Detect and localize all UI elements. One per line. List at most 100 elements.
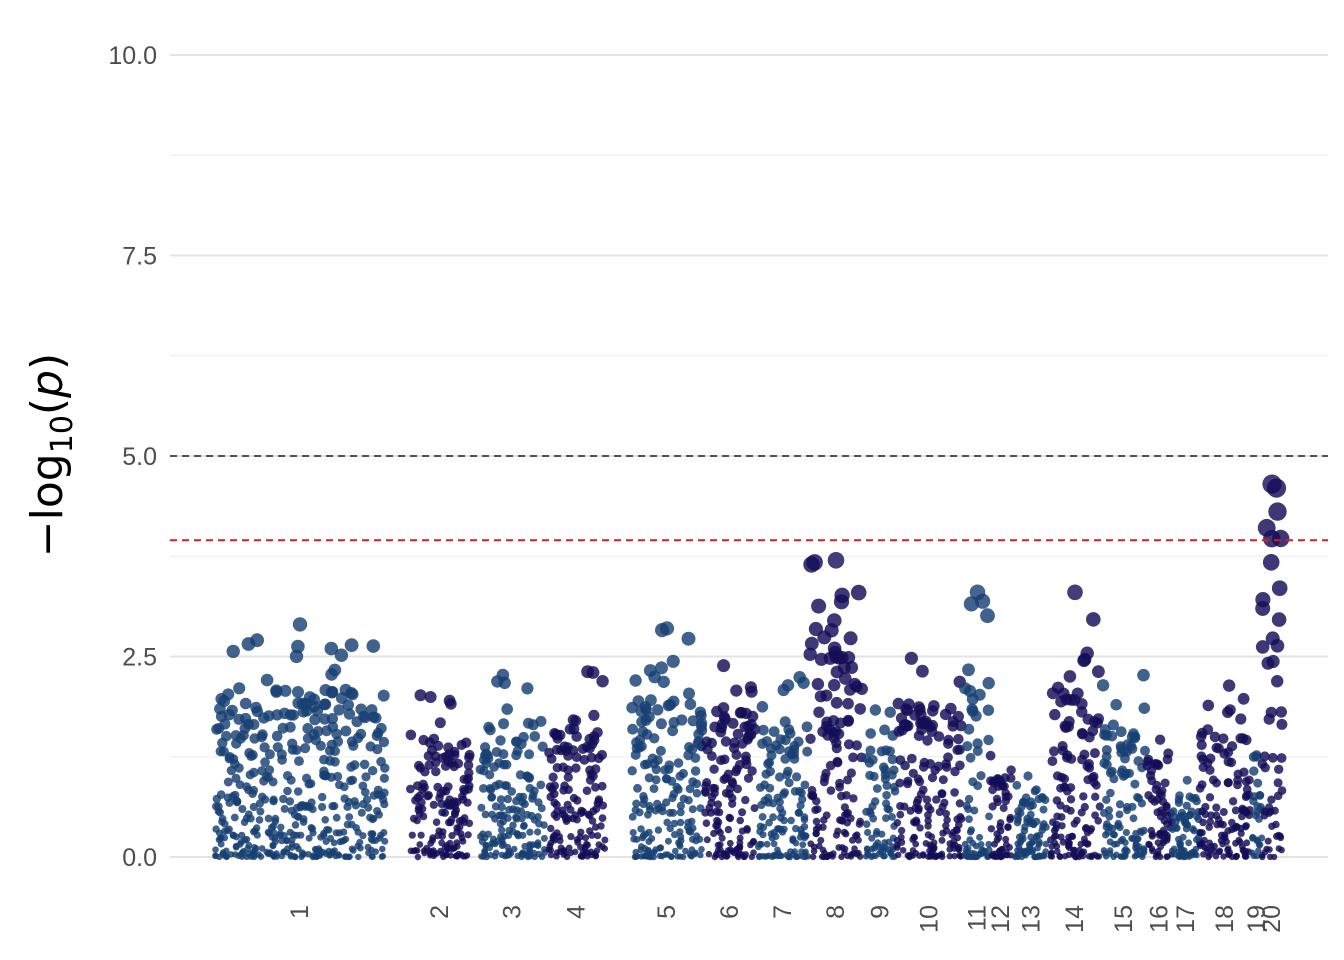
snp-point [333, 771, 343, 782]
snp-point [655, 718, 667, 730]
snp-point [496, 795, 506, 804]
snp-point [1262, 554, 1280, 571]
snp-point [289, 649, 304, 664]
snp-point [550, 789, 559, 799]
snp-point [1221, 831, 1229, 839]
snp-point [1084, 759, 1094, 769]
snp-point [864, 828, 872, 837]
snp-point [1062, 804, 1071, 813]
snp-point [946, 853, 953, 860]
snp-point [672, 782, 682, 792]
snp-point [522, 771, 532, 781]
snp-point [671, 831, 679, 839]
snp-point [318, 792, 327, 802]
snp-point [292, 686, 304, 698]
snp-point [930, 839, 938, 846]
snp-point [649, 784, 659, 793]
peak-point [1262, 474, 1282, 494]
snp-point [684, 698, 697, 710]
snp-point [705, 803, 714, 812]
snp-point [945, 702, 957, 715]
x-tick-label: 15 [1110, 905, 1138, 933]
snp-point [246, 814, 255, 823]
snp-point [756, 701, 769, 713]
snp-point [212, 846, 219, 853]
snp-point [1219, 808, 1228, 816]
snp-point [1039, 805, 1048, 814]
snp-point [702, 744, 713, 755]
snp-point [758, 813, 767, 821]
snp-point [417, 831, 425, 839]
x-tick-label: 7 [769, 905, 797, 919]
snp-point [651, 775, 661, 785]
snp-point [1145, 771, 1156, 781]
snp-point [992, 778, 1002, 788]
snp-point [756, 783, 765, 792]
snp-point [1170, 845, 1178, 853]
snp-point [962, 663, 975, 677]
snp-point [1198, 829, 1206, 837]
snp-point [1215, 815, 1223, 824]
snp-point [709, 764, 719, 774]
snp-point [290, 831, 298, 839]
snp-point [1124, 847, 1131, 855]
snp-point [1042, 840, 1050, 848]
snp-point [645, 828, 653, 836]
snp-point [1261, 849, 1269, 856]
snp-point [339, 683, 352, 696]
snp-point [502, 853, 509, 860]
snp-point [1157, 786, 1167, 796]
snp-point [987, 825, 995, 833]
snp-point [291, 639, 305, 654]
snp-point [1182, 775, 1192, 785]
snp-point [850, 584, 867, 601]
snp-point [716, 829, 724, 837]
snp-point [351, 716, 363, 728]
snp-point [1001, 788, 1010, 798]
snp-point [1015, 843, 1023, 851]
snp-point [447, 852, 454, 859]
snp-point [434, 832, 442, 840]
snp-point [238, 853, 246, 860]
snp-point [372, 727, 384, 739]
snp-point [876, 746, 887, 757]
snp-point [460, 814, 469, 822]
snp-point [807, 840, 815, 848]
snp-point [361, 772, 371, 782]
snp-point [1190, 826, 1198, 835]
snp-point [792, 772, 802, 782]
snp-point [1101, 745, 1112, 755]
snp-point [529, 731, 541, 742]
snp-point [378, 736, 390, 748]
snp-point [1060, 693, 1073, 706]
snp-point [1039, 823, 1047, 831]
snp-point [1082, 713, 1094, 725]
snp-point [1212, 778, 1221, 788]
snp-point [362, 795, 372, 804]
snp-point [972, 738, 983, 749]
snp-point [827, 613, 842, 628]
snp-point [964, 849, 971, 856]
x-tick-label: 5 [653, 905, 681, 919]
snp-point [985, 750, 996, 761]
snp-point [1237, 829, 1245, 838]
snp-point [485, 770, 495, 780]
peak-point [969, 584, 986, 601]
snp-point [1122, 853, 1129, 860]
snp-point [324, 641, 339, 656]
snp-point [961, 840, 969, 848]
snp-point [743, 826, 751, 834]
snp-point [801, 721, 813, 733]
snp-point [643, 664, 657, 677]
snp-point [629, 674, 642, 687]
snp-point [1121, 768, 1131, 778]
snp-point [268, 833, 276, 841]
snp-point [938, 775, 948, 785]
snp-point [1268, 502, 1287, 521]
snp-point [957, 815, 966, 823]
snp-point [1223, 838, 1230, 846]
snp-point [270, 685, 283, 698]
x-tick-label: 8 [822, 905, 850, 919]
snp-point [1080, 802, 1089, 812]
